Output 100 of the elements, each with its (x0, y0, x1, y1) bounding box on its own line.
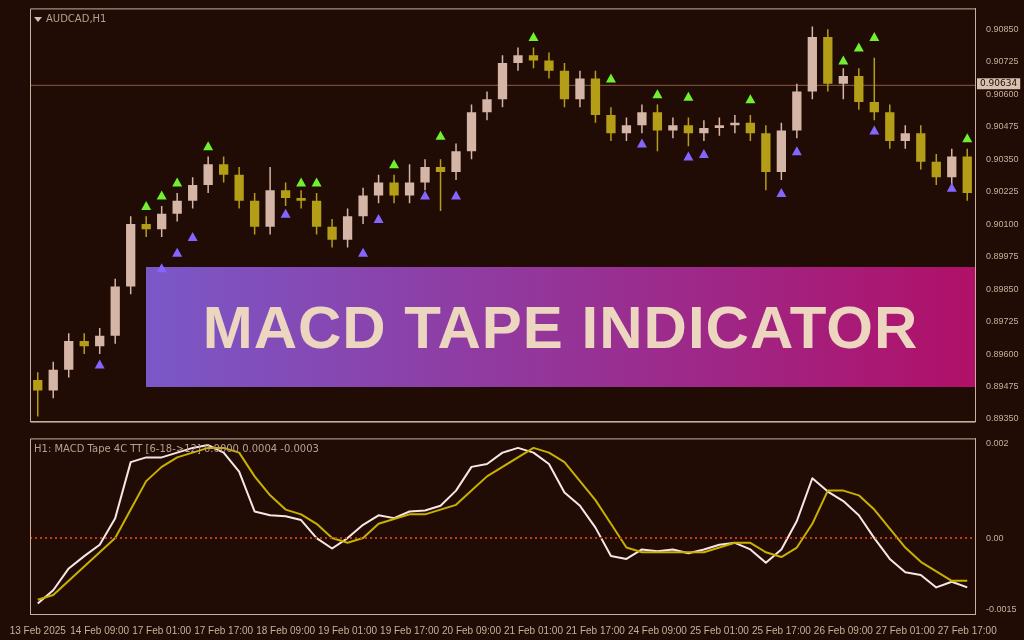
candlestick (33, 371, 43, 418)
candlestick (342, 207, 353, 249)
candlestick (389, 173, 399, 205)
candlestick (900, 124, 910, 150)
x-tick-label: 26 Feb 09:00 (813, 624, 874, 636)
point (296, 177, 307, 187)
candlestick (404, 163, 415, 205)
candlestick (745, 114, 756, 142)
candlestick (373, 173, 384, 205)
point (435, 130, 446, 140)
candlestick (606, 106, 616, 142)
point (636, 138, 647, 148)
x-tick-label: 17 Feb 01:00 (132, 624, 192, 636)
y-tick-label: 0.89350 (986, 413, 1019, 424)
point (141, 200, 152, 210)
x-tick-label: 21 Feb 01:00 (504, 624, 564, 636)
y-tick-label: 0.89600 (986, 348, 1019, 359)
y-tick-label: 0.00 (986, 532, 1004, 543)
candlestick (296, 189, 306, 210)
candlestick (683, 116, 694, 147)
y-tick-label: 0.90100 (986, 218, 1019, 229)
candlestick (435, 158, 446, 212)
candlestick (358, 186, 368, 225)
candlestick (652, 103, 663, 153)
y-tick-label: 0.89850 (986, 283, 1019, 294)
candlestick (513, 46, 523, 72)
point (389, 159, 400, 169)
x-tick-label: 25 Feb 01:00 (689, 624, 750, 636)
candlestick (95, 327, 105, 355)
candlestick (188, 176, 198, 210)
x-tick-label: 20 Feb 09:00 (442, 624, 502, 636)
candlestick (637, 103, 647, 134)
candlestick (48, 361, 58, 399)
point (172, 247, 183, 257)
candlestick (79, 332, 89, 355)
point (853, 42, 864, 52)
annotation: MACD TAPE INDICATOR (201, 292, 920, 363)
point (869, 125, 880, 135)
candlestick (482, 90, 492, 121)
point (420, 190, 431, 200)
point (280, 208, 291, 218)
point (172, 177, 183, 187)
candlestick (869, 57, 879, 121)
candlestick (203, 155, 213, 194)
x-tick-label: 18 Feb 09:00 (256, 624, 316, 636)
x-tick-label: 25 Feb 17:00 (751, 624, 812, 636)
candlestick (575, 70, 585, 108)
y-tick-label: -0.0015 (986, 603, 1017, 614)
point (187, 232, 198, 242)
candlestick (621, 116, 632, 142)
x-tick-label: 13 Feb 2025 (9, 624, 67, 636)
point (946, 182, 957, 192)
point (745, 94, 756, 104)
point (358, 247, 369, 257)
candlestick (451, 142, 461, 181)
text: AUDCAD,H1 (46, 13, 107, 25)
ref-line-label: 0.90634 (980, 78, 1018, 89)
point (451, 190, 462, 200)
point (683, 91, 694, 101)
candlestick (838, 67, 848, 101)
x-tick-label: 14 Feb 09:00 (70, 624, 130, 636)
candlestick (280, 181, 291, 207)
y-tick-label: 0.89975 (986, 251, 1019, 262)
point (94, 359, 105, 369)
point (311, 177, 322, 187)
candlestick (699, 119, 709, 142)
candlestick (528, 46, 539, 69)
point (962, 133, 973, 143)
point (776, 187, 787, 197)
y-tick-label: 0.89725 (986, 316, 1019, 327)
point (156, 263, 167, 273)
candlestick (157, 205, 167, 238)
point (698, 148, 709, 158)
x-tick-label: 19 Feb 01:00 (318, 624, 378, 636)
point (528, 31, 539, 41)
candlestick (931, 153, 941, 186)
point (156, 190, 167, 200)
candlestick (714, 116, 725, 137)
y-tick-label: 0.90225 (986, 186, 1019, 197)
y-tick-label: 0.002 (986, 437, 1009, 448)
point (605, 73, 616, 83)
point (652, 89, 663, 99)
candlestick (544, 51, 554, 80)
candlestick (668, 116, 678, 140)
x-tick-label: 24 Feb 09:00 (627, 624, 688, 636)
y-tick-label: 0.90350 (986, 153, 1019, 164)
point (373, 213, 384, 223)
y-tick-label: 0.90600 (986, 88, 1019, 99)
y-tick-label: 0.89475 (986, 381, 1019, 391)
candlestick (327, 218, 337, 249)
y-tick-label: 0.90725 (986, 56, 1019, 67)
candlestick (141, 215, 151, 238)
y-tick-label: 0.90850 (986, 23, 1019, 34)
candlestick (172, 192, 182, 223)
y-tick-label: 0.90475 (986, 121, 1019, 132)
point (203, 141, 214, 151)
x-tick-label: 27 Feb 01:00 (875, 624, 936, 636)
point (791, 146, 802, 156)
x-tick-label: 21 Feb 17:00 (565, 624, 626, 636)
point (838, 55, 849, 65)
